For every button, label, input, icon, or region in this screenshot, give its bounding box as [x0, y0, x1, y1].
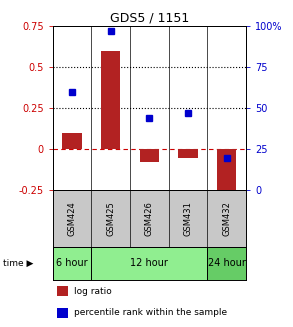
- Bar: [57, 286, 68, 296]
- Bar: [91, 247, 207, 280]
- Text: time ▶: time ▶: [3, 259, 33, 268]
- Bar: [62, 133, 82, 149]
- Text: percentile rank within the sample: percentile rank within the sample: [74, 308, 227, 317]
- Bar: [207, 247, 246, 280]
- Bar: [217, 149, 236, 198]
- Bar: [57, 308, 68, 318]
- Text: log ratio: log ratio: [74, 286, 112, 296]
- Text: GSM424: GSM424: [68, 201, 76, 236]
- Text: GSM431: GSM431: [184, 201, 193, 236]
- Text: GSM426: GSM426: [145, 201, 154, 236]
- Title: GDS5 / 1151: GDS5 / 1151: [110, 12, 189, 25]
- Bar: [140, 149, 159, 163]
- Bar: [101, 51, 120, 149]
- Text: 24 hour: 24 hour: [208, 258, 246, 268]
- Bar: [53, 247, 91, 280]
- Text: GSM425: GSM425: [106, 201, 115, 236]
- Text: GSM432: GSM432: [222, 201, 231, 236]
- Text: 12 hour: 12 hour: [130, 258, 168, 268]
- Text: 6 hour: 6 hour: [56, 258, 88, 268]
- Bar: [178, 149, 198, 158]
